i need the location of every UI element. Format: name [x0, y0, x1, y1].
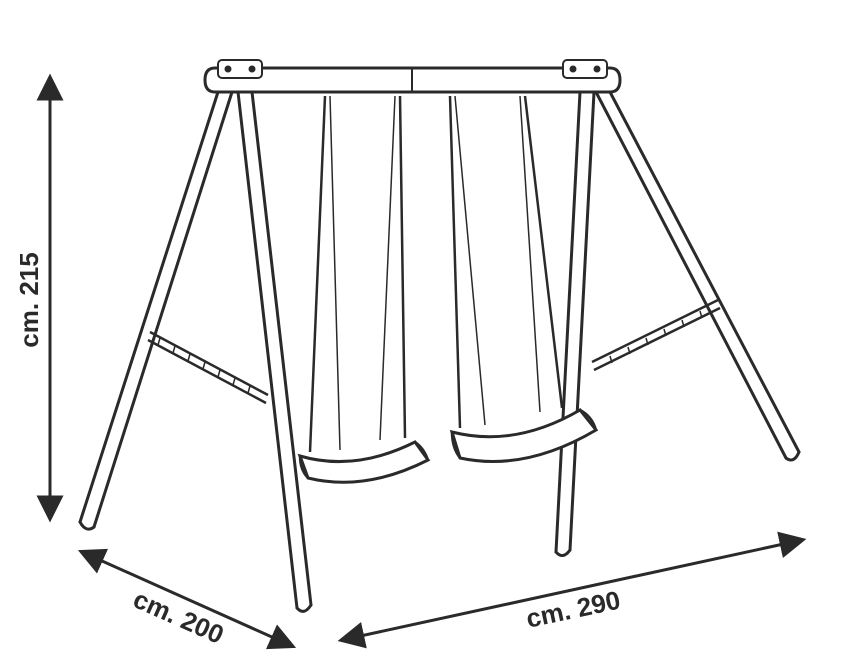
brace-right: [592, 300, 720, 370]
seat-left: [300, 442, 428, 482]
swing-set-diagram: cm. 215 cm. 200 cm. 290: [0, 0, 866, 669]
cross-braces: [148, 300, 720, 403]
dimension-width-label: cm. 290: [523, 585, 623, 634]
leg-back-right: [556, 92, 594, 556]
dimension-height-label: cm. 215: [14, 252, 44, 347]
top-beam: [205, 68, 620, 92]
bracket-right: [563, 60, 607, 78]
dimension-depth: cm. 200: [82, 552, 292, 650]
leg-back-left: [238, 92, 311, 611]
brace-left: [148, 332, 268, 403]
swings: [300, 96, 596, 482]
swing-right: [450, 96, 596, 462]
leg-front-left: [80, 92, 232, 529]
bracket-left: [218, 60, 262, 78]
dimension-width: cm. 290: [342, 540, 802, 640]
leg-front-right: [596, 92, 799, 460]
dimension-height: cm. 215: [14, 78, 50, 518]
dimension-depth-label: cm. 200: [129, 584, 228, 650]
swing-left: [300, 96, 428, 482]
